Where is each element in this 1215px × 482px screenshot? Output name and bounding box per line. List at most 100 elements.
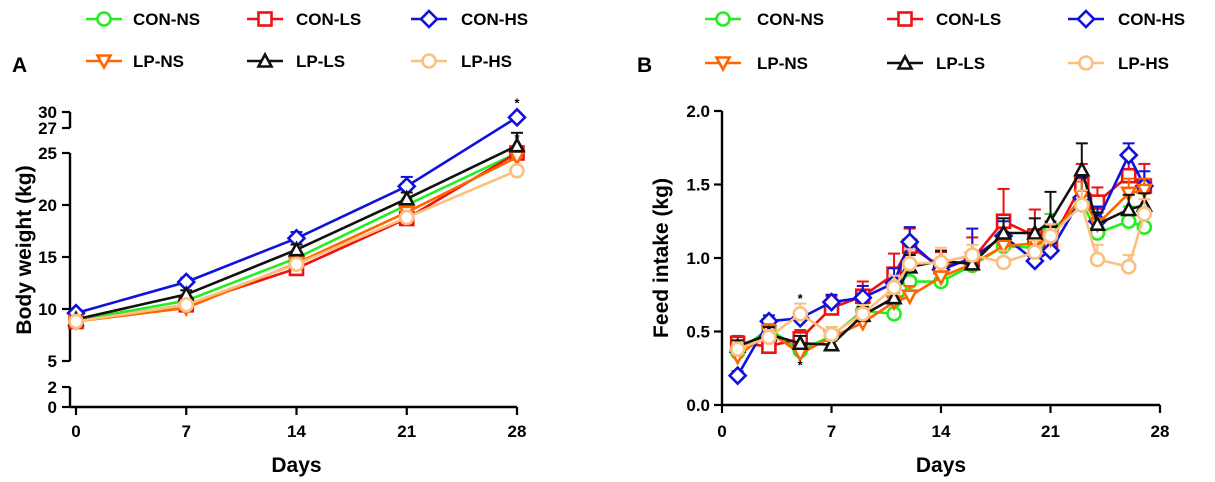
- y-tick-label: 0.0: [686, 396, 710, 415]
- legend-marker: [419, 9, 439, 29]
- legend-marker: [96, 11, 112, 27]
- y-axis-title: Body weight (kg): [13, 165, 36, 334]
- data-point: [821, 292, 842, 312]
- data-point: [963, 254, 981, 271]
- legend-label: CON-HS: [461, 10, 528, 29]
- data-point: [508, 150, 526, 167]
- data-point: [1088, 214, 1107, 231]
- legend-marker: [715, 11, 731, 27]
- data-point: [1027, 244, 1043, 260]
- data-point: [761, 329, 777, 346]
- data-point: [1026, 223, 1044, 240]
- y-axis-title: Feed intake (kg): [650, 178, 673, 338]
- panel-letter: A: [12, 54, 27, 77]
- data-point: [287, 240, 306, 257]
- series-line: [737, 202, 1146, 351]
- panel-letter: B: [637, 54, 652, 77]
- series-lp-ls: [67, 131, 526, 327]
- legend-label: LP-LS: [936, 54, 985, 73]
- legend-marker: [95, 54, 113, 71]
- data-point: [1120, 259, 1137, 275]
- data-point: [994, 223, 1013, 240]
- legend-label: LP-LS: [296, 52, 345, 71]
- data-point: [1118, 145, 1139, 165]
- data-point: [507, 107, 527, 128]
- data-point: [901, 289, 919, 306]
- legend-marker: [897, 11, 913, 27]
- legend-b: CON-NS CON-LS CON-HS LP-NS LP-LS LP-HS: [705, 9, 1185, 73]
- data-point: [886, 279, 902, 296]
- series-con-hs: [66, 107, 527, 323]
- data-point: [1040, 240, 1061, 261]
- x-tick-label: 0: [717, 422, 726, 441]
- series-lp-hs: [729, 189, 1153, 357]
- data-point: [901, 256, 918, 272]
- legend-marker: [257, 11, 273, 27]
- data-point: [1073, 160, 1091, 177]
- x-tick-label: 21: [397, 422, 416, 441]
- x-tick-label: 14: [932, 422, 951, 441]
- data-point: [1089, 251, 1106, 268]
- data-point: [398, 189, 416, 206]
- data-point: [823, 326, 840, 343]
- legend-marker: [1076, 9, 1096, 29]
- y-tick-label: 0: [48, 398, 57, 417]
- significance-star: *: [514, 95, 520, 110]
- series-line: [737, 166, 1145, 348]
- significance-star: *: [514, 131, 520, 146]
- legend-marker: [1078, 55, 1094, 71]
- data-point: [854, 306, 871, 322]
- legend-a: CON-NS CON-LS CON-HS LP-NS LP-LS LP-HS: [86, 9, 528, 71]
- legend-label: LP-HS: [461, 52, 512, 71]
- data-point: [791, 334, 809, 351]
- series-lp-hs: [68, 162, 525, 330]
- x-tick-label: 7: [182, 422, 191, 441]
- y-tick-label: 2.0: [686, 102, 710, 121]
- data-point: [885, 288, 903, 305]
- data-point: [398, 209, 415, 226]
- legend-label: LP-NS: [757, 54, 808, 73]
- significance-star: *: [798, 357, 804, 372]
- y-tick-label: 20: [38, 196, 57, 215]
- x-axis-title: Days: [271, 454, 321, 477]
- data-point: [933, 254, 949, 271]
- legend-label: CON-LS: [936, 10, 1001, 29]
- data-point: [288, 256, 305, 273]
- data-point: [822, 335, 841, 352]
- data-point: [1120, 200, 1138, 217]
- data-point: [508, 136, 526, 153]
- data-point: [1073, 197, 1090, 213]
- legend-label: CON-NS: [757, 10, 824, 29]
- data-point: [729, 341, 746, 357]
- data-point: [1042, 228, 1059, 244]
- legend-label: LP-NS: [133, 52, 184, 71]
- y-tick-label: 27: [38, 119, 57, 138]
- legend-marker: [896, 53, 914, 70]
- legend-marker: [714, 56, 732, 73]
- y-tick-label: 25: [38, 144, 57, 163]
- legend-label: CON-NS: [133, 10, 200, 29]
- y-tick-label: 30: [38, 103, 57, 122]
- data-point: [932, 270, 950, 287]
- data-point: [509, 162, 525, 179]
- significance-star: *: [798, 291, 804, 306]
- x-tick-label: 21: [1041, 422, 1060, 441]
- data-point: [995, 254, 1012, 271]
- data-point: [1120, 213, 1137, 230]
- x-axis-title: Days: [916, 454, 966, 477]
- legend-label: CON-HS: [1118, 10, 1185, 29]
- x-tick-label: 28: [508, 422, 527, 441]
- data-point: [1135, 183, 1154, 200]
- x-tick-label: 0: [71, 422, 80, 441]
- legend-label: LP-HS: [1118, 54, 1169, 73]
- y-tick-label: 2: [48, 378, 57, 397]
- panel-b: B 0.0 0.5 1.0 1.5 2.0 0 7 14 21 28 Days Feed intake …: [637, 54, 1169, 477]
- y-tick-label: 0.5: [686, 323, 710, 342]
- series-line: [736, 189, 1145, 358]
- data-point: [68, 313, 84, 330]
- data-point: [964, 247, 981, 263]
- y-tick-label: 15: [38, 248, 57, 267]
- x-tick-label: 14: [287, 422, 306, 441]
